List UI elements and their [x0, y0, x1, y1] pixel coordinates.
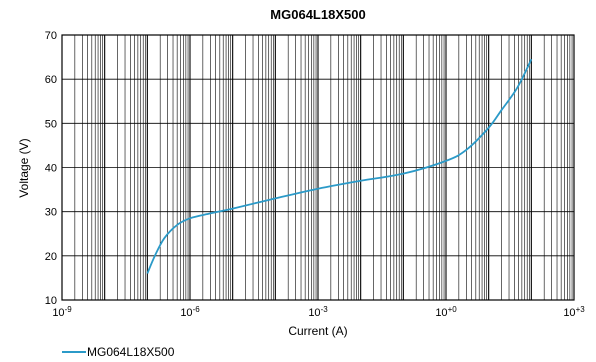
x-tick-label: 10+0: [435, 305, 457, 319]
x-tick-label: 10+3: [563, 305, 585, 319]
y-tick-label: 60: [45, 74, 57, 86]
x-tick-label: 10-6: [180, 305, 200, 319]
x-tick-label: 10-9: [52, 305, 72, 319]
legend-label: MG064L18X500: [87, 345, 175, 359]
y-axis-label: Voltage (V): [17, 138, 31, 197]
y-tick-label: 10: [45, 295, 57, 307]
y-tick-label: 20: [45, 251, 57, 263]
chart-title: MG064L18X500: [270, 7, 365, 22]
x-tick-label: 10-3: [308, 305, 328, 319]
y-tick-label: 50: [45, 118, 57, 130]
tick-labels: 10 20 30 40 50 60 70 10-9 10-6 10-3 10+0 10+3: [45, 30, 585, 319]
series-line: [146, 58, 533, 274]
y-tick-label: 30: [45, 207, 57, 219]
y-tick-label: 40: [45, 163, 57, 175]
grid: [61, 34, 575, 301]
y-tick-label: 70: [45, 30, 57, 42]
series-layer: [146, 58, 533, 274]
x-axis-label: Current (A): [288, 324, 347, 338]
legend: MG064L18X500: [62, 345, 175, 359]
